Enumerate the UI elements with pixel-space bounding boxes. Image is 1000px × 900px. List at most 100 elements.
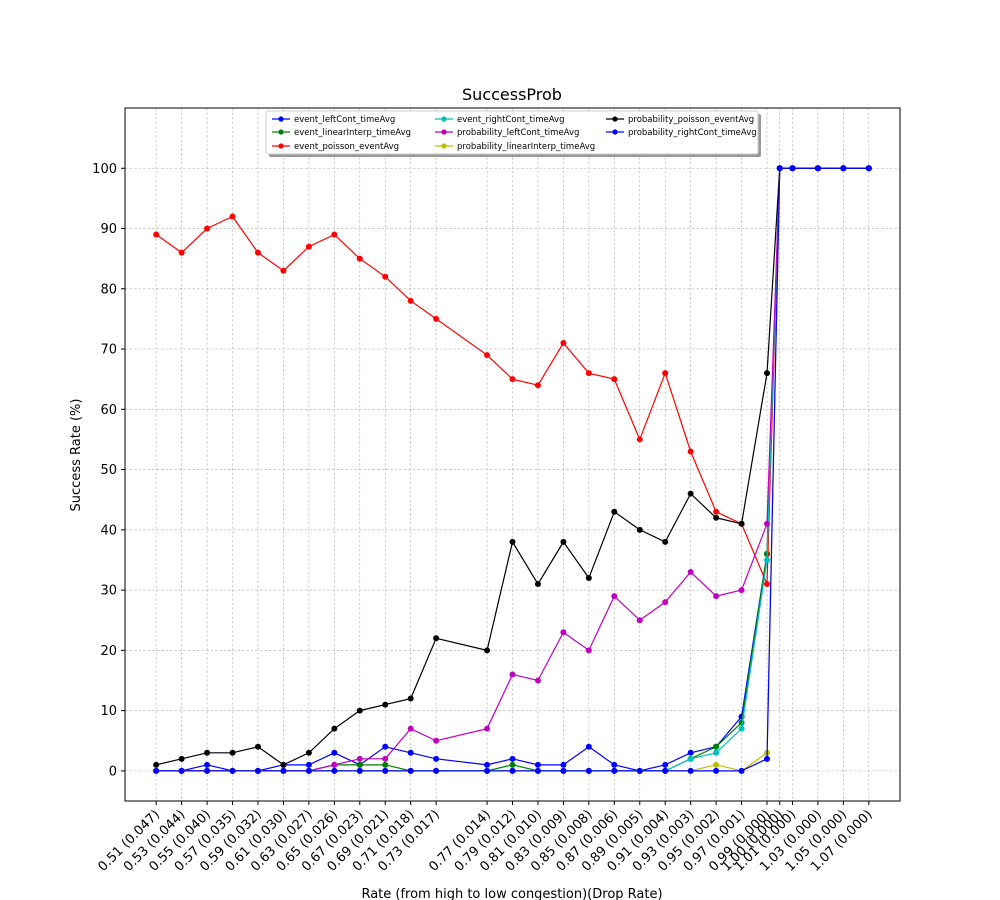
y-tick-label: 50: [100, 463, 117, 478]
data-point: [534, 382, 541, 389]
data-point: [229, 213, 236, 220]
data-point: [331, 725, 338, 732]
y-tick-label: 30: [100, 584, 117, 599]
data-point: [407, 695, 414, 702]
data-point: [713, 508, 720, 515]
legend-label: event_rightCont_timeAvg: [457, 115, 564, 125]
data-point: [534, 677, 541, 684]
x-axis-label: Rate (from high to low congestion)(Drop …: [361, 887, 662, 900]
data-point: [382, 273, 389, 280]
data-point: [280, 767, 287, 774]
data-point: [382, 767, 389, 774]
data-point: [560, 538, 567, 545]
data-point: [305, 761, 312, 768]
y-tick-label: 10: [100, 704, 117, 719]
legend-swatch-marker: [441, 129, 447, 135]
data-point: [662, 761, 669, 768]
data-point: [407, 725, 414, 732]
data-point: [764, 755, 771, 762]
data-point: [433, 635, 440, 642]
data-point: [356, 761, 363, 768]
data-point: [865, 165, 872, 172]
data-point: [153, 231, 160, 238]
legend-item: event_leftCont_timeAvg: [272, 115, 395, 125]
y-tick-label: 20: [100, 644, 117, 659]
data-point: [356, 707, 363, 714]
data-point: [611, 508, 618, 515]
data-point: [585, 743, 592, 750]
data-point: [484, 647, 491, 654]
data-point: [509, 767, 516, 774]
data-point: [534, 767, 541, 774]
data-point: [713, 593, 720, 600]
data-point: [382, 701, 389, 708]
legend-label: probability_leftCont_timeAvg: [457, 128, 579, 138]
legend-label: probability_rightCont_timeAvg: [628, 128, 757, 138]
legend-label: probability_poisson_eventAvg: [628, 115, 754, 125]
legend-item: event_poisson_eventAvg: [272, 142, 399, 152]
y-tick-label: 80: [100, 282, 117, 297]
data-point: [560, 767, 567, 774]
data-point: [331, 761, 338, 768]
data-point: [356, 767, 363, 774]
data-point: [738, 520, 745, 527]
y-tick-label: 70: [100, 343, 117, 358]
data-point: [254, 767, 261, 774]
data-point: [204, 761, 211, 768]
legend-swatch-marker: [612, 129, 618, 135]
legend-swatch-marker: [278, 116, 284, 122]
legend-item: probability_linearInterp_timeAvg: [435, 142, 595, 152]
y-tick-label: 60: [100, 403, 117, 418]
data-point: [662, 599, 669, 606]
data-point: [585, 370, 592, 377]
data-point: [433, 755, 440, 762]
data-point: [305, 767, 312, 774]
legend-label: event_leftCont_timeAvg: [294, 115, 395, 125]
legend-swatch-marker: [278, 143, 284, 149]
data-point: [560, 629, 567, 636]
data-point: [713, 767, 720, 774]
data-point: [382, 761, 389, 768]
series-layer: [153, 165, 872, 774]
data-point: [356, 255, 363, 262]
data-point: [713, 749, 720, 756]
data-point: [254, 743, 261, 750]
data-point: [764, 556, 771, 563]
data-point: [764, 520, 771, 527]
legend-swatch-marker: [441, 116, 447, 122]
data-point: [534, 761, 541, 768]
data-point: [585, 767, 592, 774]
data-point: [407, 297, 414, 304]
data-point: [280, 761, 287, 768]
data-point: [433, 737, 440, 744]
legend: event_leftCont_timeAvg event_linearInterp…: [265, 110, 761, 157]
legend-swatch-marker: [278, 129, 284, 135]
legend-item: event_linearInterp_timeAvg: [272, 128, 411, 138]
data-point: [585, 647, 592, 654]
data-point: [560, 761, 567, 768]
data-point: [509, 538, 516, 545]
series-probability_poisson_eventAvg: [153, 165, 872, 768]
data-point: [204, 225, 211, 232]
legend-item: probability_rightCont_timeAvg: [606, 128, 757, 138]
legend-label: event_linearInterp_timeAvg: [294, 128, 411, 138]
data-point: [331, 231, 338, 238]
data-point: [280, 267, 287, 274]
legend-swatch-marker: [612, 116, 618, 122]
legend-label: event_poisson_eventAvg: [294, 142, 399, 152]
data-point: [153, 761, 160, 768]
data-point: [713, 761, 720, 768]
data-point: [662, 767, 669, 774]
data-point: [382, 755, 389, 762]
data-point: [687, 749, 694, 756]
data-point: [331, 767, 338, 774]
data-point: [764, 370, 771, 377]
legend-box: [265, 110, 759, 155]
data-point: [484, 767, 491, 774]
data-point: [178, 755, 185, 762]
data-point: [178, 767, 185, 774]
data-point: [382, 743, 389, 750]
data-point: [776, 165, 783, 172]
data-point: [331, 749, 338, 756]
